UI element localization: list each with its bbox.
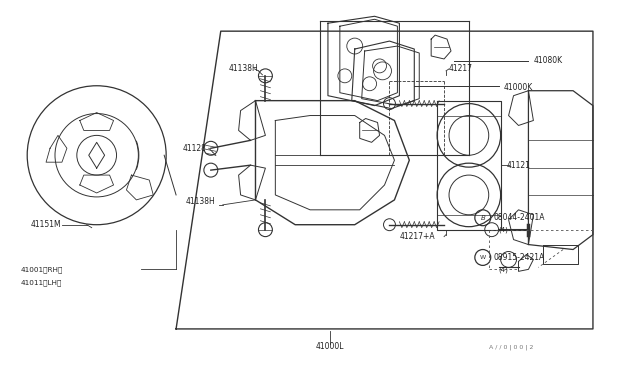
- Text: W: W: [480, 255, 486, 260]
- Text: 41138H: 41138H: [228, 64, 259, 73]
- Text: 41217+A: 41217+A: [399, 232, 435, 241]
- Text: (4): (4): [499, 266, 509, 273]
- Text: 41128: 41128: [183, 144, 207, 153]
- Text: 41217: 41217: [449, 64, 473, 73]
- Text: A / / 0 | 0 0 | 2: A / / 0 | 0 0 | 2: [489, 344, 533, 350]
- Text: 41000K: 41000K: [504, 83, 533, 92]
- Text: 08044-2401A: 08044-2401A: [493, 213, 545, 222]
- Text: 41121: 41121: [507, 161, 531, 170]
- Text: 08915-2421A: 08915-2421A: [493, 253, 545, 262]
- Text: B: B: [481, 215, 485, 221]
- Text: 41138H: 41138H: [186, 198, 216, 206]
- Text: 41011〈LH〉: 41011〈LH〉: [20, 279, 61, 286]
- Text: 41080K: 41080K: [533, 57, 563, 65]
- Text: 41000L: 41000L: [316, 342, 344, 351]
- Text: (4): (4): [499, 227, 509, 233]
- Text: 41151M: 41151M: [30, 220, 61, 229]
- Text: 41001〈RH〉: 41001〈RH〉: [20, 266, 63, 273]
